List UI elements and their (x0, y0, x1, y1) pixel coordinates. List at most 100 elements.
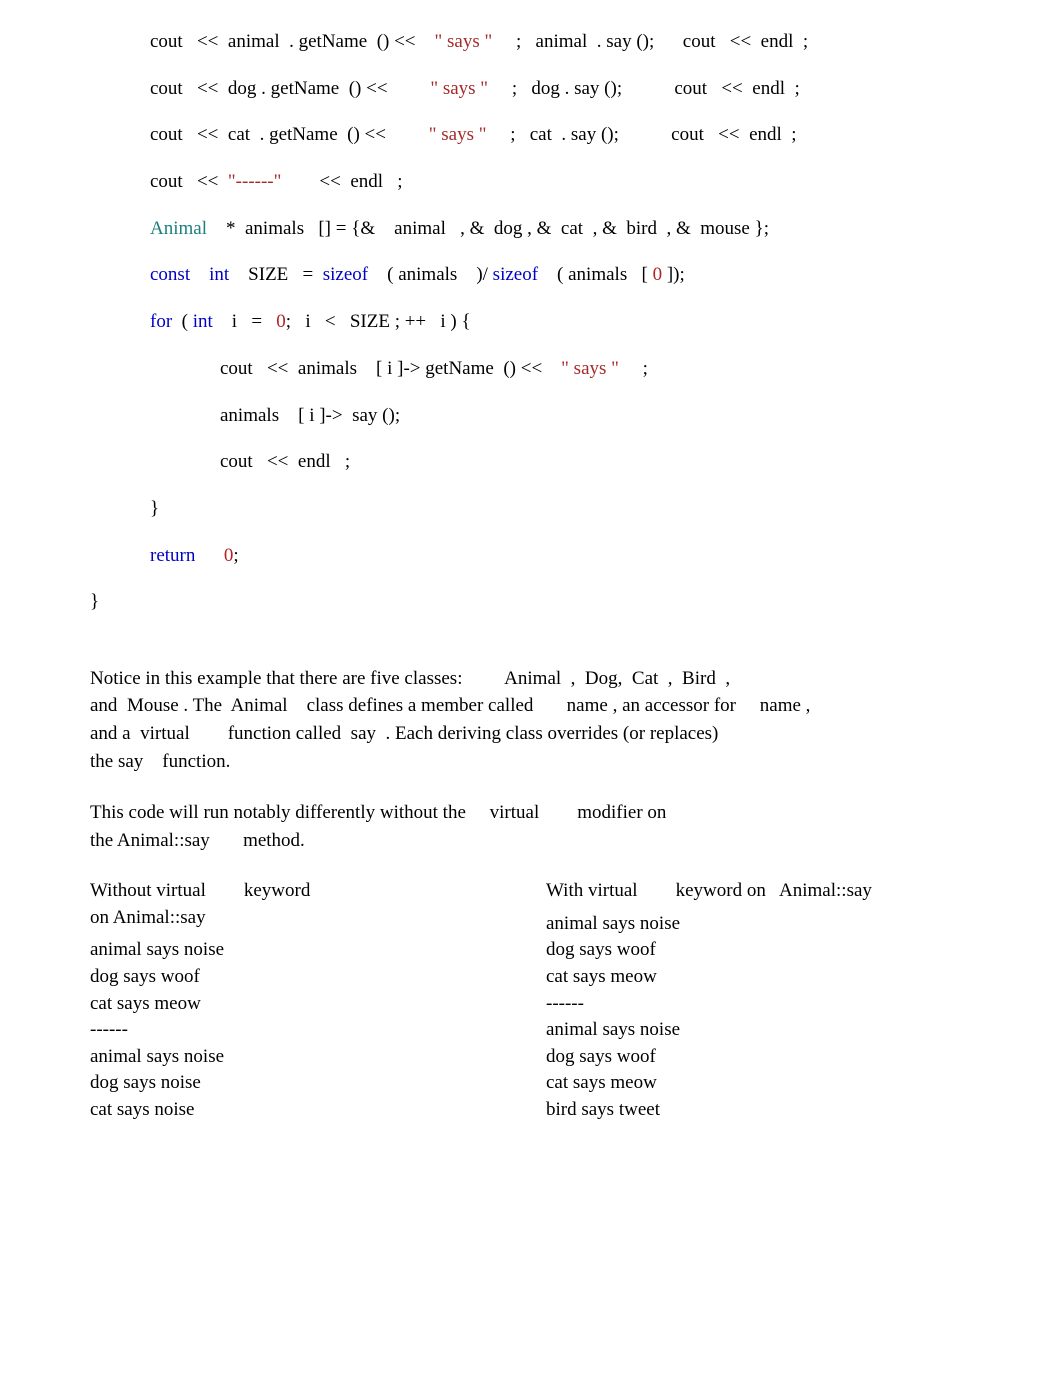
token: ++ (405, 311, 441, 332)
token: endl (752, 78, 794, 99)
token: (); (382, 405, 400, 426)
code-line: cout << animal . getName () << " says " … (150, 30, 972, 55)
output-line: cat says meow (90, 991, 516, 1018)
token: animals (298, 358, 376, 379)
token: function called (228, 723, 351, 744)
token: animals (568, 264, 641, 285)
token: << (319, 171, 350, 192)
token: Animal (150, 218, 226, 239)
token: say (118, 751, 162, 772)
code-line: cout << dog . getName () << " says " ; d… (150, 77, 972, 102)
token: virtual (588, 880, 676, 901)
token: . (260, 124, 270, 145)
code-line: return 0; (150, 544, 972, 569)
token: say (571, 124, 601, 145)
token: modifier on (577, 802, 666, 823)
token: 0 (224, 545, 234, 566)
token: function. (162, 751, 230, 772)
token: sizeof (323, 264, 387, 285)
token: () (347, 124, 364, 145)
token: virtual (140, 723, 228, 744)
token: " says " (561, 358, 642, 379)
token: cout (220, 358, 267, 379)
token: (); (636, 31, 682, 52)
token: << (197, 31, 223, 52)
token: ; (643, 358, 648, 379)
token: name (567, 695, 613, 716)
token: i (387, 358, 397, 379)
token: . (561, 124, 571, 145)
token: = (251, 311, 276, 332)
token: sizeof (493, 264, 557, 285)
token: cout (150, 78, 197, 99)
token: This code will run notably differently w… (90, 802, 490, 823)
token: say (574, 78, 604, 99)
page: cout << animal . getName () << " says " … (0, 0, 1062, 1164)
token: "------" (228, 171, 319, 192)
token: endl (761, 31, 803, 52)
token: )/ (476, 264, 492, 285)
token: endl (749, 124, 791, 145)
token: () (377, 31, 394, 52)
token: dog (228, 78, 261, 99)
token: animal (394, 218, 460, 239)
token: } (90, 591, 99, 612)
token: ]-> (397, 358, 425, 379)
token: & (537, 218, 561, 239)
code-line: cout << endl ; (220, 450, 972, 475)
token: SIZE (248, 264, 302, 285)
token: << (197, 78, 228, 99)
token: cat (561, 218, 593, 239)
token: ; (233, 545, 238, 566)
output-line: cat says meow (546, 964, 972, 991)
token: Animal::say (117, 830, 243, 851)
token: << (730, 31, 761, 52)
token: , (618, 668, 632, 689)
token: }; (755, 218, 769, 239)
token: Animal (231, 695, 307, 716)
token: & (470, 218, 494, 239)
token: Animal (504, 668, 571, 689)
token: , (527, 218, 537, 239)
code-line: } (150, 497, 972, 522)
token: getName (271, 78, 349, 99)
token: Dog (585, 668, 618, 689)
token: dog (494, 218, 527, 239)
token: Without (90, 880, 156, 901)
token: () (503, 358, 520, 379)
token: animals (245, 218, 318, 239)
token: < (325, 311, 350, 332)
token: With (546, 880, 588, 901)
token: ; (516, 31, 536, 52)
token: getName (299, 31, 377, 52)
token: the (90, 830, 117, 851)
token: , (725, 668, 730, 689)
token: Mouse (127, 695, 183, 716)
token: . Each deriving class overrides (or repl… (386, 723, 719, 744)
token: } (150, 498, 159, 519)
output-line: ------ (546, 991, 972, 1018)
token: & (676, 218, 700, 239)
token: virtual (156, 880, 244, 901)
token: . The (183, 695, 230, 716)
token: = (303, 264, 323, 285)
token: Bird (682, 668, 725, 689)
token: [ (298, 405, 309, 426)
token: * (226, 218, 245, 239)
token: Notice in this example that there are fi… (90, 668, 504, 689)
token: , (571, 668, 585, 689)
output-line: animal says noise (546, 1017, 972, 1044)
token: i (232, 311, 252, 332)
code-line: cout << animals [ i ]-> getName () << " … (220, 357, 972, 382)
output-line: cat says noise (90, 1097, 516, 1124)
token: & (360, 218, 394, 239)
token: " says " (429, 124, 510, 145)
right-heading: With virtual keyword on Animal::say (546, 878, 972, 905)
token: << (394, 31, 434, 52)
token: class defines a member called (307, 695, 567, 716)
token: " says " (430, 78, 511, 99)
output-line: cat says meow (546, 1070, 972, 1097)
code-line: } (90, 590, 972, 615)
token: " says " (435, 31, 516, 52)
code-line: animals [ i ]-> say (); (220, 404, 972, 429)
